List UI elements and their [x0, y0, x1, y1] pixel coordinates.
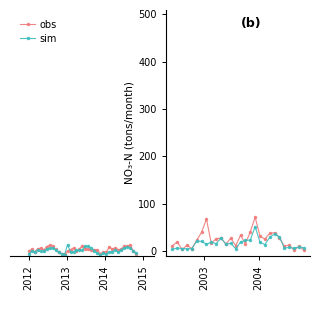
- sim: [108, 250, 111, 254]
- obs: [105, 250, 108, 254]
- obs: [36, 247, 40, 251]
- obs: [119, 247, 123, 251]
- obs: [45, 244, 49, 248]
- Legend: obs, sim: obs, sim: [17, 17, 60, 47]
- obs: [60, 252, 63, 255]
- sim: [51, 246, 54, 250]
- obs: [116, 248, 120, 252]
- obs: [33, 250, 36, 254]
- obs: [42, 248, 45, 252]
- obs: [30, 247, 34, 251]
- sim: [75, 248, 78, 252]
- sim: [30, 249, 34, 253]
- sim: [48, 246, 52, 250]
- obs: [101, 250, 105, 254]
- sim: [63, 252, 67, 256]
- sim: [90, 246, 93, 250]
- sim: [101, 252, 105, 255]
- obs: [51, 244, 54, 248]
- Text: (b): (b): [241, 17, 262, 30]
- obs: [81, 244, 84, 247]
- sim: [36, 249, 40, 252]
- obs: [125, 244, 129, 248]
- sim: [125, 245, 129, 249]
- sim: [42, 249, 45, 253]
- obs: [39, 246, 43, 250]
- obs: [108, 245, 111, 249]
- Line: obs: obs: [27, 243, 138, 256]
- obs: [57, 251, 60, 254]
- Y-axis label: NO₃-N (tons/month): NO₃-N (tons/month): [124, 81, 134, 184]
- sim: [84, 244, 87, 248]
- sim: [105, 252, 108, 256]
- obs: [48, 243, 52, 247]
- obs: [134, 252, 138, 256]
- sim: [95, 252, 99, 255]
- obs: [63, 252, 67, 256]
- obs: [72, 246, 76, 250]
- sim: [33, 250, 36, 254]
- sim: [68, 250, 72, 254]
- sim: [114, 248, 117, 252]
- obs: [123, 244, 126, 248]
- obs: [68, 248, 72, 252]
- obs: [84, 247, 87, 251]
- sim: [54, 248, 58, 252]
- sim: [72, 250, 76, 254]
- sim: [132, 249, 135, 253]
- sim: [45, 247, 49, 251]
- sim: [119, 248, 123, 252]
- obs: [27, 249, 30, 253]
- obs: [95, 248, 99, 252]
- sim: [57, 250, 60, 254]
- obs: [92, 248, 96, 252]
- obs: [54, 247, 58, 251]
- sim: [128, 246, 132, 250]
- sim: [134, 251, 138, 255]
- obs: [90, 248, 93, 252]
- obs: [66, 249, 69, 253]
- sim: [39, 249, 43, 253]
- obs: [114, 246, 117, 250]
- sim: [110, 250, 114, 253]
- sim: [66, 243, 69, 247]
- sim: [27, 252, 30, 256]
- sim: [86, 244, 90, 248]
- sim: [123, 246, 126, 250]
- sim: [77, 248, 81, 252]
- sim: [99, 252, 102, 256]
- obs: [77, 247, 81, 251]
- obs: [132, 249, 135, 253]
- Line: sim: sim: [27, 243, 138, 256]
- obs: [110, 247, 114, 251]
- obs: [128, 243, 132, 247]
- obs: [86, 247, 90, 251]
- sim: [116, 250, 120, 254]
- obs: [99, 252, 102, 256]
- sim: [60, 252, 63, 256]
- sim: [81, 248, 84, 252]
- obs: [75, 249, 78, 253]
- sim: [92, 249, 96, 252]
